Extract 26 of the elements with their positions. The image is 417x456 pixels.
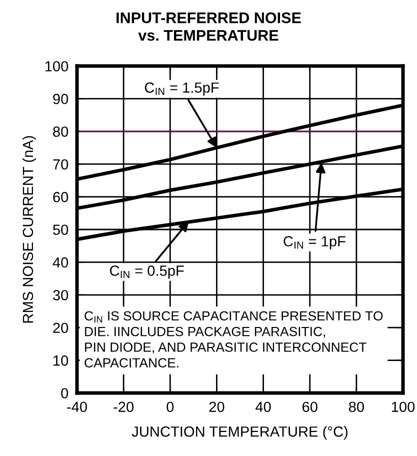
- annotation: C$_{IN}$ = 1.5pF: [144, 82, 219, 96]
- x-tick-label: 80: [348, 402, 364, 412]
- y-tick-label: 90: [53, 94, 68, 104]
- y-tick-label: 30: [53, 290, 68, 300]
- y-tick-label: 50: [53, 224, 68, 235]
- y-axis-title: RMS NOISE CURRENT (nA): [22, 136, 36, 323]
- y-tick-label: 0: [61, 388, 68, 398]
- y-tick-label: 10: [54, 355, 68, 366]
- x-tick-label: -20: [114, 402, 134, 412]
- x-tick-label: 40: [256, 402, 271, 412]
- y-tick-label: 60: [53, 192, 68, 202]
- x-tick-label: 100: [392, 402, 415, 412]
- x-axis-title: JUNCTION TEMPERATURE (°C): [132, 426, 348, 440]
- annotation: C$_{IN}$ = 0.5pF: [110, 266, 184, 279]
- y-tick-label: 80: [53, 126, 68, 137]
- x-tick-label: -40: [67, 402, 87, 412]
- y-tick-label: 100: [45, 61, 68, 72]
- annotation: C$_{IN}$ = 1pF: [284, 236, 346, 250]
- x-tick-label: 60: [302, 402, 318, 412]
- chart-title: INPUT-REFERRED NOISE vs. TEMPERATURE: [116, 12, 301, 41]
- y-tick-label: 20: [53, 322, 68, 334]
- annotation: C$_{IN}$ IS SOURCE CAPACITANCE PRESENTED TO DIE. IINCLUDES PACKAGE PARASITIC, PIN DIODE, AND PARASITIC INTERCONNECT CAPACITANCE.: [84, 311, 383, 368]
- y-tick-label: 70: [53, 159, 68, 170]
- x-tick-label: 0: [166, 402, 174, 412]
- y-tick-label: 40: [52, 257, 68, 268]
- x-tick-label: 20: [209, 402, 224, 412]
